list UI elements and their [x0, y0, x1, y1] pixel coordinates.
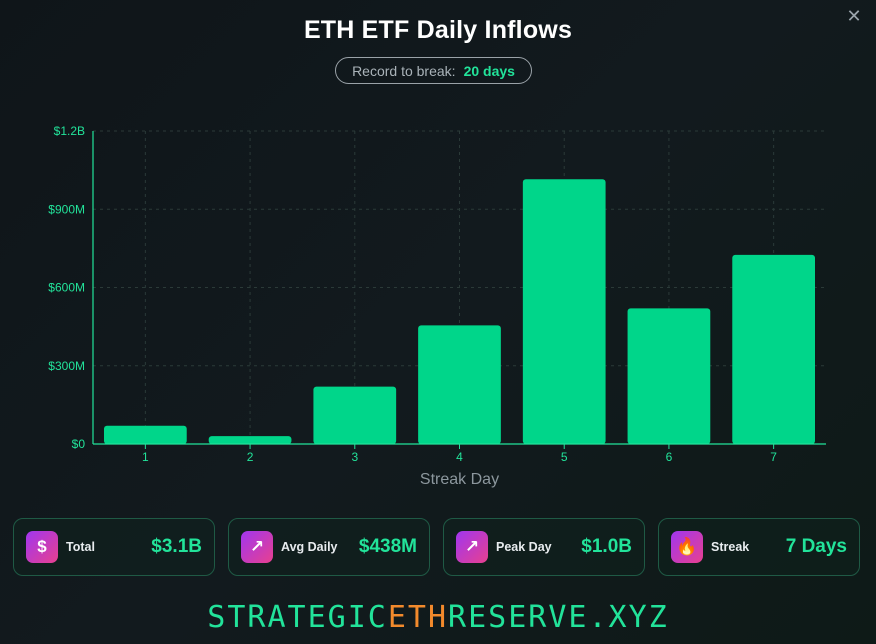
stat-label: Total: [66, 540, 95, 554]
stat-label: Streak: [711, 540, 750, 554]
stat-value: 7 Days: [785, 536, 847, 557]
x-tick-label: 2: [247, 450, 254, 464]
bar: [522, 179, 606, 445]
x-tick-label: 3: [351, 450, 358, 464]
stat-label: Avg Daily: [281, 540, 338, 554]
stat-label: Peak Day: [496, 540, 552, 554]
bar: [313, 386, 397, 444]
y-tick-label: $1.2B: [54, 124, 85, 138]
bar: [103, 425, 187, 444]
bar: [418, 325, 501, 444]
bar: [627, 308, 711, 444]
close-icon[interactable]: ✕: [846, 6, 862, 26]
x-tick-label: 5: [561, 450, 568, 464]
stat-card-peak-day: ↗ Peak Day $1.0B: [443, 518, 645, 576]
x-tick-label: 6: [666, 450, 673, 464]
chart-title: ETH ETF Daily Inflows: [303, 16, 573, 44]
record-label: Record to break:: [352, 62, 456, 79]
x-tick-label: 4: [456, 450, 463, 464]
stat-card-total: $ Total $3.1B: [13, 518, 215, 576]
y-tick-label: $900M: [48, 202, 85, 216]
y-tick-label: $0: [72, 437, 86, 451]
x-tick-label: 1: [142, 450, 149, 464]
trend-up-icon: ↗: [241, 531, 273, 563]
bar: [732, 254, 816, 444]
stat-card-streak: 🔥 Streak 7 Days: [658, 518, 860, 576]
brand-part-reserve: RESERVE.XYZ: [448, 600, 669, 635]
stat-card-avg-daily: ↗ Avg Daily $438M: [228, 518, 430, 576]
bar: [208, 436, 292, 444]
record-badge: Record to break: 20 days: [335, 57, 532, 84]
fire-icon: 🔥: [671, 531, 703, 563]
stat-value: $1.0B: [581, 536, 632, 557]
stat-value: $3.1B: [151, 536, 202, 557]
x-tick-label: 7: [770, 450, 777, 464]
y-tick-label: $600M: [48, 281, 85, 295]
brand-part-strategic: STRATEGIC: [207, 600, 388, 635]
stat-value: $438M: [358, 536, 417, 557]
record-value: 20 days: [463, 62, 515, 79]
dollar-icon: $: [26, 531, 58, 563]
brand-wordmark: STRATEGICETHRESERVE.XYZ: [0, 600, 876, 635]
brand-part-eth: ETH: [387, 600, 449, 635]
x-axis-title: Streak Day: [420, 471, 499, 488]
y-tick-label: $300M: [48, 359, 85, 373]
bar-chart: $0 $300M $600M $900M $1.2B 1 2 3 4 5 6 7 Streak Day: [48, 124, 826, 488]
stats-cards: $ Total $3.1B ↗ Avg Daily $438M ↗ Peak D…: [13, 518, 860, 576]
arrow-up-right-icon: ↗: [456, 531, 488, 563]
